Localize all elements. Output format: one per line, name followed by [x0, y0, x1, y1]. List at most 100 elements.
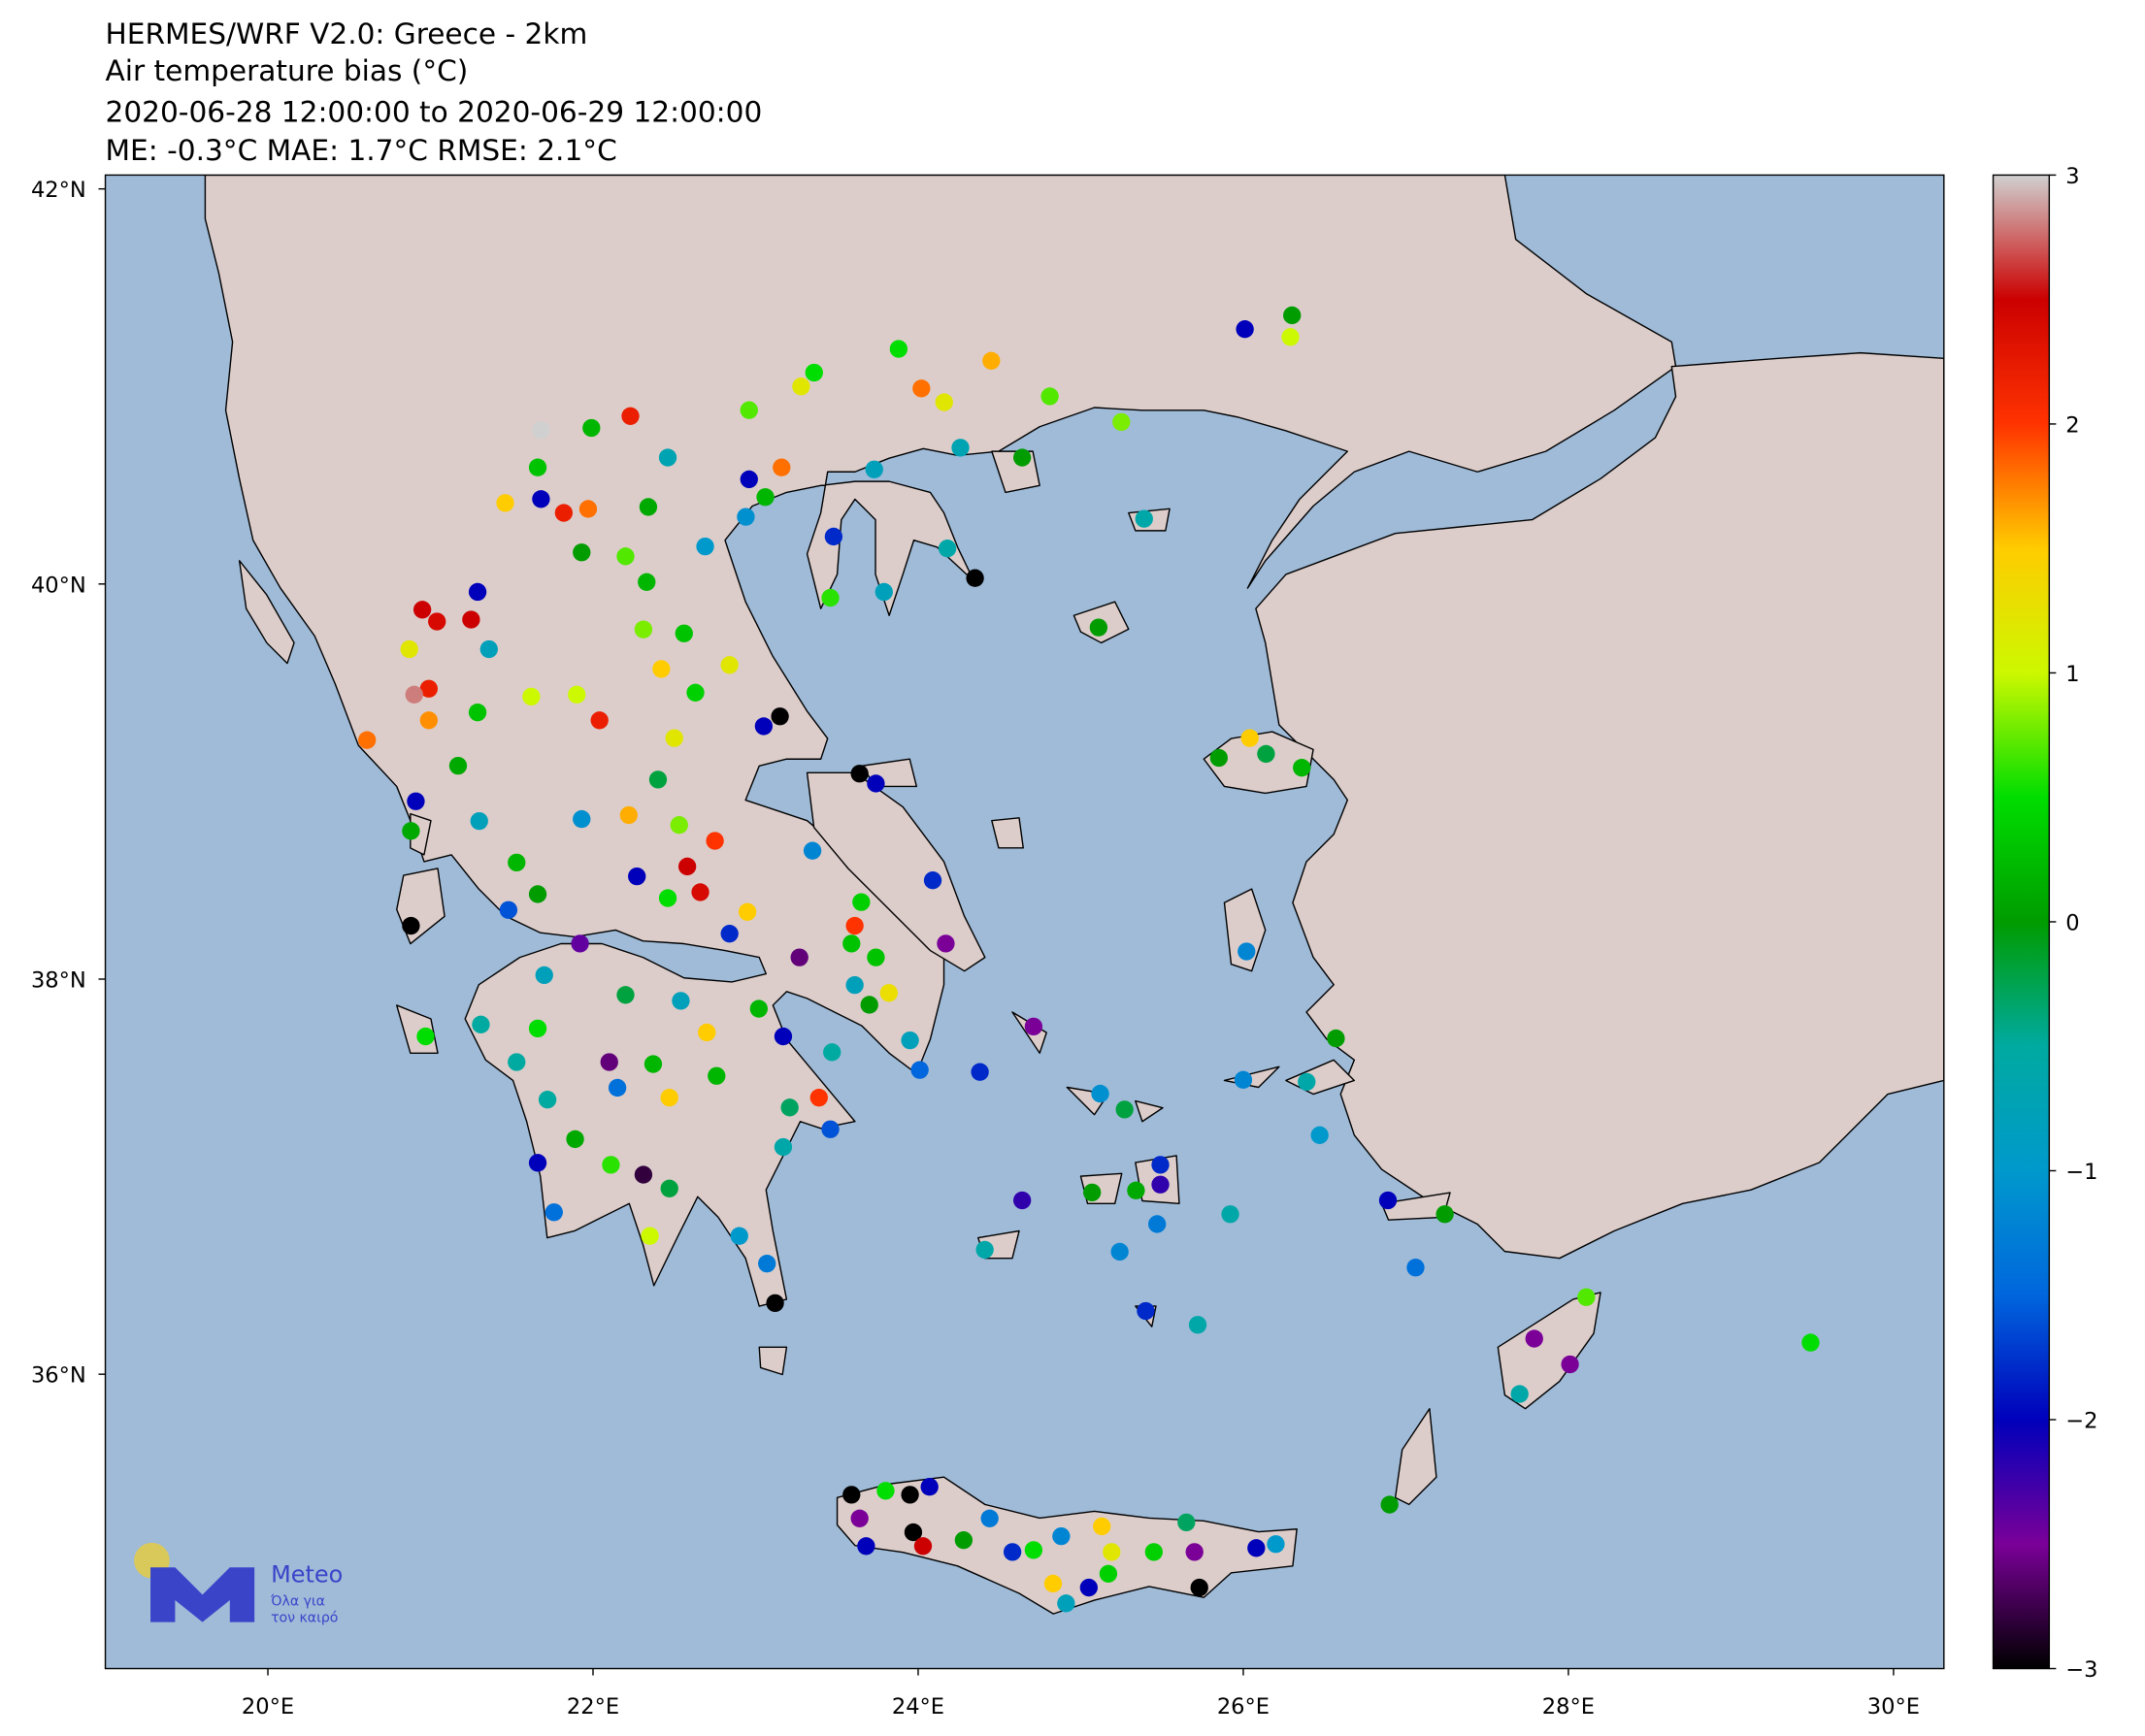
colorbar-tick-label: 3 [2065, 164, 2079, 189]
station-point [1238, 942, 1256, 961]
station-point [821, 588, 840, 607]
station-point [803, 841, 822, 860]
station-point [1144, 1543, 1163, 1561]
station-point [1380, 1495, 1399, 1514]
y-tick-label: 36°N [31, 1363, 86, 1389]
station-point [1190, 1578, 1208, 1597]
station-point [774, 1137, 793, 1157]
station-point [568, 685, 586, 704]
station-point [402, 916, 420, 935]
station-point [419, 679, 438, 698]
island [836, 1476, 1298, 1615]
station-point [405, 685, 423, 704]
station-point [773, 458, 791, 476]
colorbar [1992, 174, 2051, 1670]
x-tick-label: 28°E [1542, 1694, 1595, 1720]
basemap [105, 175, 1944, 1669]
x-tick-label: 20°E [242, 1694, 294, 1720]
station-point [1406, 1259, 1425, 1277]
station-point [472, 1015, 490, 1033]
station-point [935, 393, 953, 411]
colorbar-tick-label: −2 [2065, 1408, 2097, 1433]
station-point [479, 639, 498, 659]
station-point [462, 610, 480, 629]
station-point [1177, 1513, 1196, 1532]
station-point [638, 573, 656, 591]
station-point [660, 1088, 678, 1107]
station-point [720, 925, 739, 943]
station-point [740, 470, 758, 489]
station-point [1052, 1526, 1071, 1546]
station-point [1577, 1288, 1596, 1306]
logo: Meteo Όλα για τον καιρό [134, 1542, 343, 1626]
station-point [1003, 1543, 1022, 1561]
station-point [857, 1537, 875, 1556]
station-point [522, 687, 541, 706]
station-point [805, 363, 823, 382]
station-point [845, 975, 864, 995]
station-point [706, 832, 724, 850]
station-point [400, 639, 418, 659]
station-point [1525, 1329, 1543, 1348]
station-point [766, 1294, 784, 1313]
title-line: Air temperature bias (°C) [106, 54, 469, 87]
station-point [402, 822, 420, 840]
station-point [1057, 1594, 1075, 1613]
station-point [790, 948, 808, 966]
station-point [938, 540, 957, 558]
station-point [867, 948, 885, 966]
station-point [1089, 618, 1108, 637]
station-point [879, 984, 898, 1002]
station-point [1115, 1100, 1134, 1119]
station-point [407, 792, 425, 810]
station-point [532, 420, 550, 440]
station-point [771, 707, 789, 726]
station-point [1510, 1385, 1529, 1403]
station-point [621, 407, 640, 425]
station-point [852, 893, 871, 911]
x-tick-label: 30°E [1867, 1694, 1920, 1720]
station-point [448, 756, 468, 775]
station-point [670, 816, 688, 835]
station-point [971, 1063, 989, 1081]
station-point [860, 996, 878, 1014]
title-line: HERMES/WRF V2.0: Greece - 2km [106, 17, 588, 50]
station-point [470, 811, 488, 831]
station-point [889, 340, 908, 358]
station-point [1079, 1578, 1098, 1597]
station-point [1137, 1301, 1155, 1321]
station-point [865, 460, 883, 478]
colorbar-tick-label: 0 [2065, 910, 2079, 935]
station-point [691, 883, 710, 901]
station-point [823, 1043, 842, 1062]
island [758, 1346, 788, 1376]
station-point [754, 717, 774, 736]
station-point [532, 490, 550, 508]
station-point [708, 1066, 726, 1085]
station-point [641, 1227, 659, 1245]
colorbar-tick-label: 1 [2065, 662, 2079, 687]
station-point [842, 1486, 861, 1504]
colorbar-tick-label: −1 [2065, 1160, 2097, 1185]
island [1394, 1408, 1437, 1506]
station-point [876, 1482, 895, 1500]
station-point [428, 612, 446, 631]
station-point [1801, 1333, 1820, 1352]
station-point [619, 805, 638, 825]
station-point [616, 986, 635, 1004]
station-point [578, 500, 598, 518]
station-point [1240, 729, 1259, 747]
x-tick-label: 26°E [1217, 1694, 1270, 1720]
station-point [982, 351, 1001, 370]
logo-name: Meteo [271, 1561, 343, 1589]
station-point [1012, 1191, 1032, 1210]
y-tick-label: 38°N [31, 967, 86, 993]
station-point [850, 765, 869, 783]
station-point [535, 966, 553, 985]
station-point [554, 504, 574, 522]
station-point [412, 601, 432, 619]
station-point [528, 1154, 547, 1172]
station-point [842, 934, 861, 953]
station-point [1103, 1543, 1121, 1561]
